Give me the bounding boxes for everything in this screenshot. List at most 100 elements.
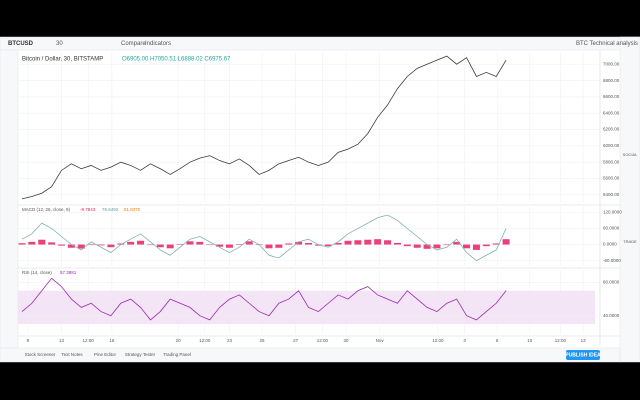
x-tick-label: 3 [463, 338, 466, 343]
histogram-bar [433, 244, 441, 249]
ohlc-readout: O6905.00 H7050.51 L6888.02 C6975.67 [122, 57, 231, 63]
rsi-band [18, 290, 595, 325]
histogram-bar [127, 241, 135, 245]
readout: 76.6492 [102, 207, 119, 212]
bottom-tab[interactable]: Stock Screener [25, 352, 56, 357]
histogram-bar [117, 243, 125, 245]
x-tick-label: 6 [496, 338, 499, 343]
y-tick-label: 5400.00 [603, 192, 620, 197]
y-tick-label: 5800.00 [603, 159, 620, 164]
histogram-bar [186, 241, 194, 245]
side-label[interactable]: SOCIAL [623, 152, 638, 157]
histogram-bar [176, 244, 184, 245]
histogram-bar [285, 243, 293, 245]
x-tick-label: 30 [344, 338, 350, 343]
histogram-bar [245, 241, 253, 245]
y-tick-label: 0.0000 [603, 242, 617, 247]
x-tick-label: 13 [59, 338, 65, 343]
histogram-bar [334, 242, 342, 245]
histogram-bar [453, 241, 461, 245]
pane-title: Bitcoin / Dollar, 30, BITSTAMP [22, 57, 103, 63]
x-tick-label: 13 [581, 338, 587, 343]
compare-button[interactable]: Compare [121, 41, 146, 47]
series-line [21, 214, 507, 262]
histogram-bar [364, 239, 372, 245]
histogram-bar [18, 243, 26, 245]
top-toolbar [0, 36, 640, 51]
y-tick-label: 40.0000 [603, 313, 620, 318]
x-tick-label: 12:00 [199, 338, 211, 343]
readout: 81.8370 [124, 207, 141, 212]
x-tick-label: 25 [260, 338, 266, 343]
histogram-bar [344, 240, 352, 245]
histogram-bar [156, 244, 164, 248]
y-tick-label: 6000.00 [603, 143, 620, 148]
x-tick-label: 12:00 [432, 338, 444, 343]
side-label[interactable]: TRADE [623, 239, 637, 244]
histogram-bar [28, 241, 36, 245]
y-tick-label: 6400.00 [603, 110, 620, 115]
histogram-bar [77, 244, 85, 249]
indicators-button[interactable]: Indicators [145, 41, 171, 47]
x-tick-label: 12:00 [83, 338, 95, 343]
histogram-bar [423, 244, 431, 249]
histogram-bar [235, 244, 243, 245]
pane-title: MACD (12, 26, close, 9) [22, 207, 71, 212]
histogram-bar [403, 244, 411, 247]
histogram-bar [463, 244, 471, 249]
x-tick-label: 9 [27, 338, 30, 343]
histogram-bar [97, 244, 105, 246]
x-tick-label: 12:00 [555, 338, 567, 343]
y-tick-label: 120.0000 [603, 210, 622, 215]
histogram-bar [492, 243, 500, 245]
histogram-bar [393, 242, 401, 245]
histogram-bar [314, 244, 322, 246]
histogram-bar [166, 244, 174, 249]
x-tick-label: 20 [176, 338, 182, 343]
right-panel [619, 36, 640, 363]
x-tick-label: Nov [376, 338, 385, 343]
y-tick-label: 6600.00 [603, 94, 620, 99]
interval[interactable]: 30 [56, 41, 63, 47]
bottom-tab[interactable]: Trading Panel [163, 352, 191, 357]
y-tick-label: 6800.00 [603, 78, 620, 83]
histogram-bar [482, 244, 490, 247]
readout: 57.3881 [60, 270, 77, 275]
x-tick-label: 16 [109, 338, 115, 343]
publish-button[interactable] [566, 350, 600, 360]
ideas-button[interactable]: BTC Technical analysis [576, 41, 638, 47]
histogram-bar [216, 244, 224, 247]
left-toolbar [0, 49, 19, 349]
bottom-tab[interactable]: Text Notes [61, 352, 83, 357]
y-tick-label: 60.0000 [603, 226, 620, 231]
histogram-bar [413, 244, 421, 248]
histogram-bar [206, 244, 214, 246]
histogram-bar [305, 242, 312, 245]
y-tick-label: 5600.00 [603, 176, 620, 181]
symbol[interactable]: BTCUSD [8, 41, 34, 47]
histogram-bar [265, 244, 273, 249]
series-line [21, 55, 507, 200]
histogram-bar [107, 244, 115, 248]
bottom-bar [0, 347, 621, 363]
x-tick-label: 10 [527, 338, 533, 343]
histogram-bar [67, 244, 75, 248]
histogram-bar [87, 244, 95, 245]
series-line [21, 277, 507, 321]
pane-title: RSI (14, close) [22, 270, 52, 275]
publish-label[interactable]: PUBLISH IDEA [565, 352, 601, 358]
bottom-tab[interactable]: Strategy Tester [125, 352, 156, 357]
x-tick-label: 23 [227, 338, 233, 343]
histogram-bar [48, 242, 56, 245]
histogram-bar [196, 241, 204, 245]
x-tick-label: 12:00 [317, 338, 329, 343]
histogram-bar [354, 240, 362, 245]
histogram-bar [38, 239, 46, 245]
histogram-bar [275, 244, 283, 248]
bottom-tab[interactable]: Pine Editor [94, 352, 117, 357]
histogram-bar [324, 244, 332, 247]
histogram-bar [384, 240, 392, 245]
readout: -9.7843 [80, 207, 96, 212]
